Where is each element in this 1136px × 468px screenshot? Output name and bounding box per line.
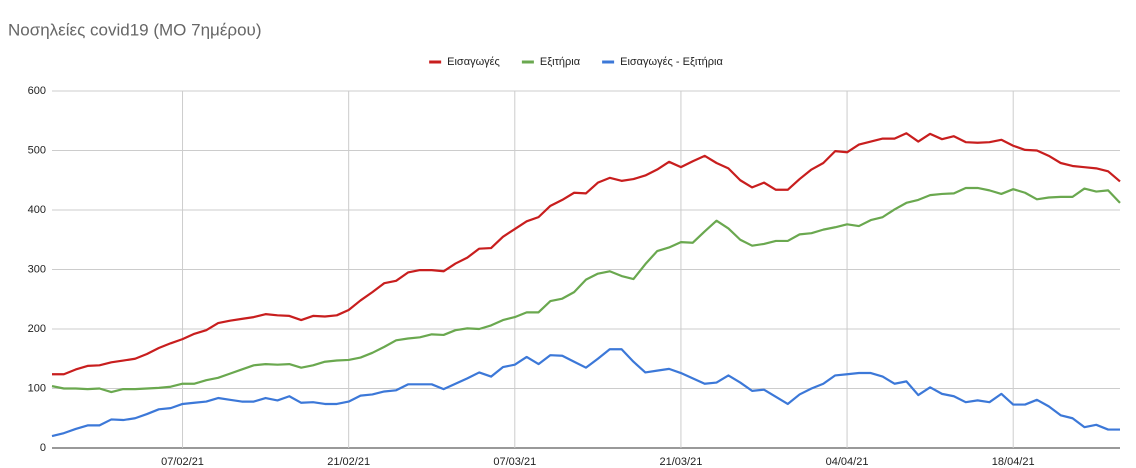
x-tick-label: 07/03/21 xyxy=(493,456,536,468)
y-tick-label: 600 xyxy=(28,85,46,97)
y-tick-label: 400 xyxy=(28,204,46,216)
y-tick-label: 200 xyxy=(28,323,46,335)
legend-label: Εισαγωγές - Εξιτήρια xyxy=(620,56,723,68)
series-line xyxy=(51,348,1120,438)
y-tick-label: 0 xyxy=(40,442,46,454)
y-tick-label: 500 xyxy=(28,144,46,156)
x-tick-label: 21/02/21 xyxy=(327,456,370,468)
series-line xyxy=(51,186,1121,394)
y-tick-label: 100 xyxy=(28,382,46,394)
x-tick-label: 18/04/21 xyxy=(992,456,1035,468)
x-tick-label: 21/03/21 xyxy=(660,456,703,468)
chart-title: Νοσηλείες covid19 (ΜΟ 7ημέρου) xyxy=(8,20,261,39)
y-tick-label: 300 xyxy=(28,263,46,275)
series-line xyxy=(52,132,1121,376)
x-tick-label: 04/04/21 xyxy=(826,456,869,468)
legend-label: Εισαγωγές xyxy=(447,56,500,68)
legend-label: Εξιτήρια xyxy=(540,56,581,68)
x-tick-label: 07/02/21 xyxy=(161,456,204,468)
